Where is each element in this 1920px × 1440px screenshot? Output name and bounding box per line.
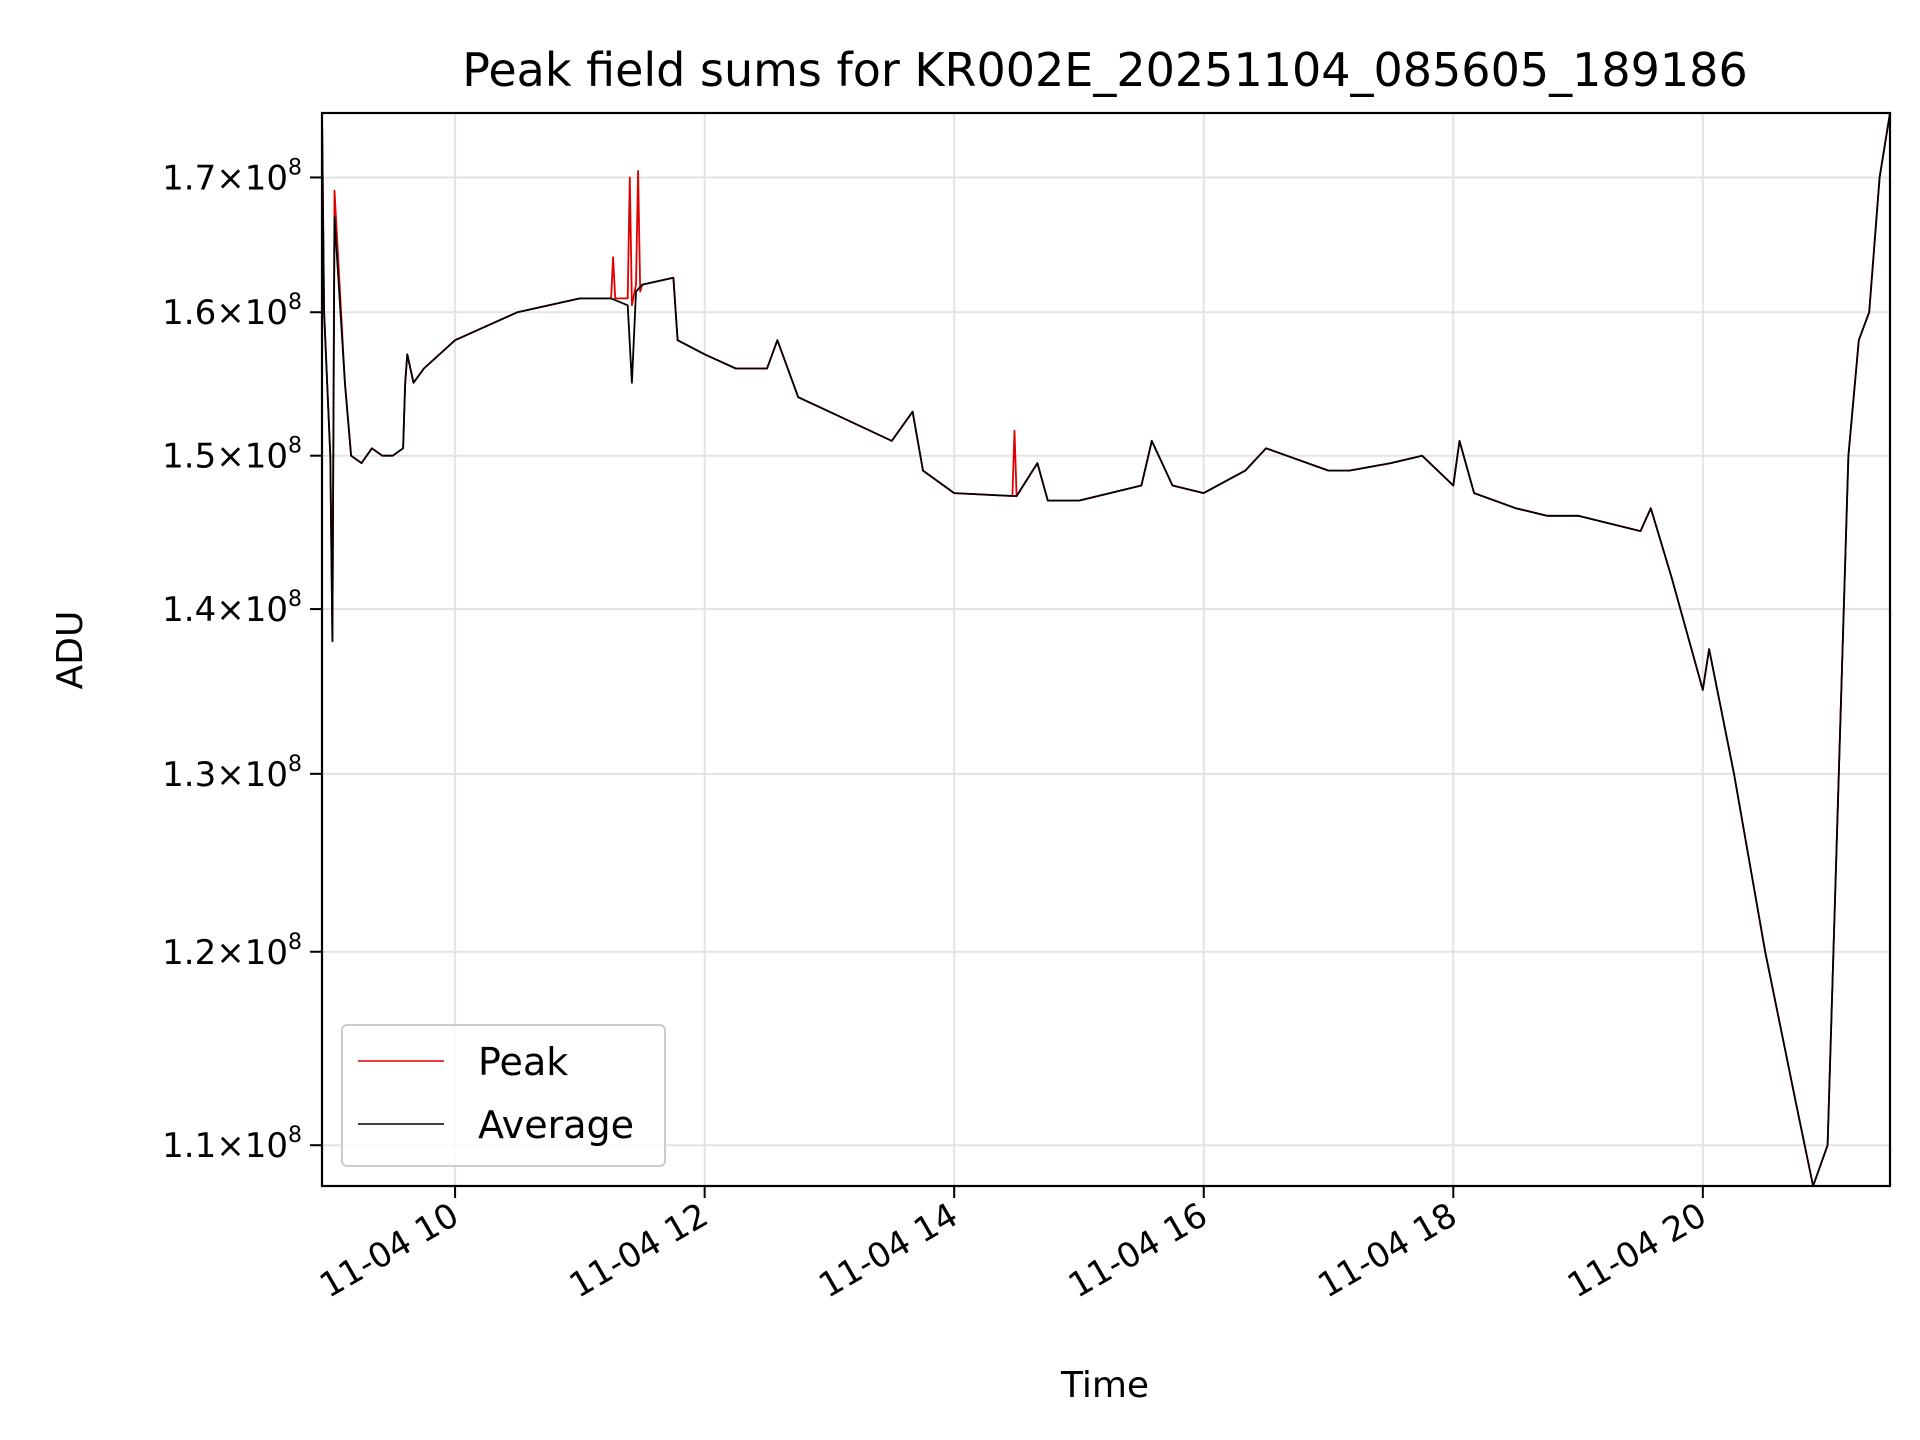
y-tick-label: 1.7×108 — [162, 155, 302, 198]
y-tick-label: 1.3×108 — [162, 752, 302, 795]
chart-title: Peak field sums for KR002E_20251104_0856… — [462, 43, 1747, 97]
legend-label-average: Average — [478, 1103, 634, 1147]
y-tick-label: 1.5×108 — [162, 434, 302, 477]
grid-layer — [322, 113, 1890, 1186]
y-tick-label: 1.4×108 — [162, 587, 302, 630]
y-tick-label: 1.6×108 — [162, 290, 302, 333]
y-tick-label: 1.2×108 — [162, 930, 302, 973]
x-axis-label: Time — [1060, 1365, 1149, 1406]
y-axis-label: ADU — [50, 611, 91, 690]
series-line-average — [322, 113, 1890, 1186]
legend: Peak Average — [341, 1024, 666, 1167]
y-tick-layer: 1.1×108 1.2×108 1.3×108 1.4×108 1.5×108 1.6×1… — [162, 155, 322, 1166]
legend-label-peak: Peak — [478, 1040, 568, 1084]
y-tick-label: 1.1×108 — [162, 1123, 302, 1166]
series-layer — [322, 113, 1890, 1186]
plot-frame — [320, 111, 1892, 1188]
